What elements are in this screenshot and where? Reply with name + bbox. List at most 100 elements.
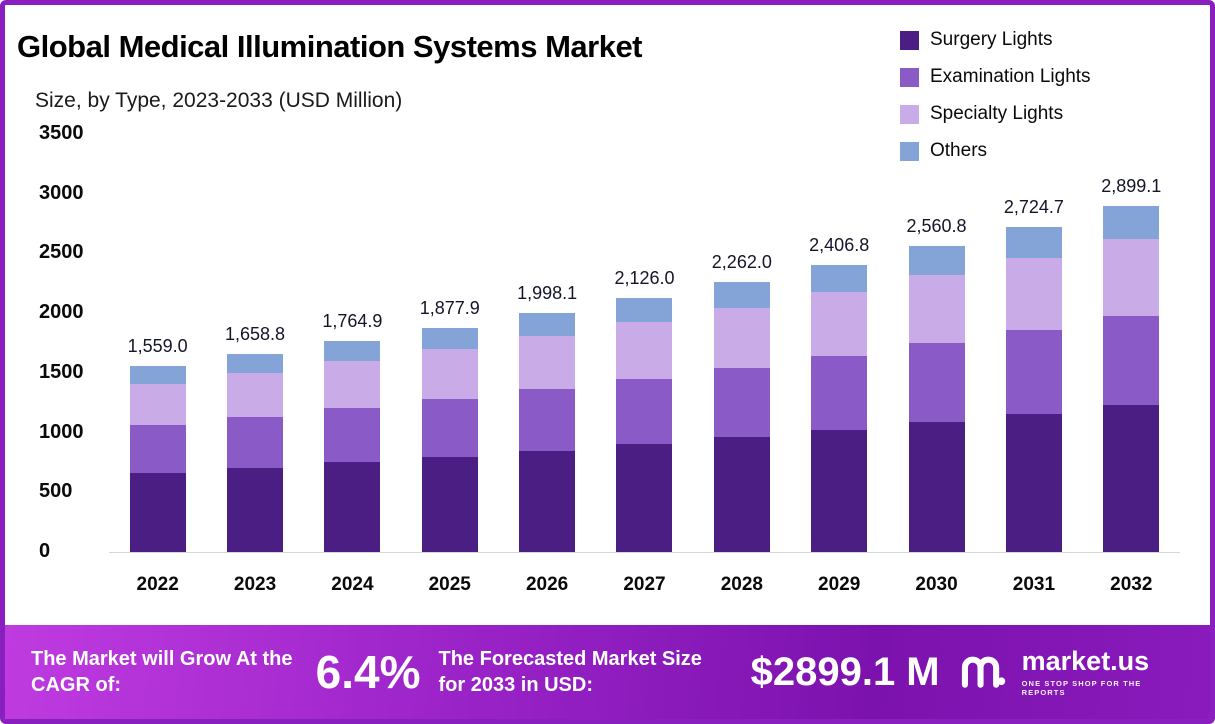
y-tick-1500: 1500: [39, 360, 84, 383]
plot-area: 1,559.0 2022 1,658.8 2023 1,764.9 2024 1,877.9…: [109, 135, 1180, 595]
legend-swatch-icon: [900, 67, 919, 87]
y-tick-0: 0: [39, 540, 51, 562]
bar-segment-surgery-lights: [519, 450, 576, 552]
bar-total-label: 2,560.8: [906, 216, 967, 237]
bar-segment-examination-lights: [324, 408, 381, 463]
bar-segment-specialty-lights: [324, 361, 381, 409]
bar-segment-others: [908, 246, 965, 276]
bar-segment-others: [811, 264, 868, 292]
bar-2022: 1,559.0 2022: [127, 135, 188, 595]
x-axis-label-2030: 2030: [915, 574, 958, 595]
x-axis-label-2029: 2029: [818, 574, 861, 595]
bar-segment-surgery-lights: [616, 444, 673, 552]
bar-segment-others: [616, 298, 673, 323]
y-tick-3500: 3500: [39, 122, 84, 144]
legend-item-others: Others: [900, 140, 1091, 162]
brand: market.us ONE STOP SHOP FOR THE REPORTS: [958, 645, 1184, 697]
bar-segment-others: [324, 341, 381, 362]
y-axis: 0 500 1000 1500 2000 2500 3000 3500: [5, 122, 89, 562]
footer-banner: The Market will Grow At the CAGR of: 6.4…: [5, 625, 1210, 719]
bar-segment-examination-lights: [1005, 329, 1062, 414]
legend-item-surgery-lights: Surgery Lights: [900, 29, 1091, 51]
bar-segment-examination-lights: [713, 367, 770, 438]
bar-segment-surgery-lights: [1005, 413, 1062, 552]
bar-segment-specialty-lights: [421, 349, 478, 399]
bar-segment-examination-lights: [1103, 315, 1160, 405]
chart-subtitle: Size, by Type, 2023-2033 (USD Million): [35, 89, 403, 112]
x-axis-label-2027: 2027: [623, 574, 666, 595]
bar-segment-specialty-lights: [129, 383, 186, 425]
bar-segment-specialty-lights: [519, 336, 576, 390]
bar-total-label: 2,724.7: [1003, 196, 1064, 217]
y-tick-3000: 3000: [39, 181, 84, 204]
bar-total-label: 2,899.1: [1101, 175, 1162, 196]
bar-segment-surgery-lights: [227, 467, 284, 552]
bar-2024: 1,764.9 2024: [322, 135, 383, 595]
bar-segment-surgery-lights: [1103, 404, 1160, 552]
bar-segment-surgery-lights: [713, 437, 770, 552]
brand-name: market.us: [1021, 645, 1150, 676]
bar-segment-examination-lights: [129, 424, 186, 473]
x-axis-label-2025: 2025: [428, 574, 471, 595]
bar-total-label: 2,406.8: [809, 234, 870, 255]
bar-total-label: 1,998.1: [517, 283, 578, 304]
bar-segment-others: [129, 365, 186, 384]
market-us-logo-icon: [958, 648, 1010, 697]
bar-segment-examination-lights: [519, 389, 576, 451]
x-axis-label-2022: 2022: [136, 574, 179, 595]
legend-swatch-icon: [900, 104, 919, 124]
forecast-value: $2899.1 M: [750, 649, 940, 694]
bar-total-label: 1,559.0: [127, 335, 188, 356]
y-tick-500: 500: [39, 480, 73, 503]
y-tick-2000: 2000: [39, 301, 84, 324]
bars: 1,559.0 2022 1,658.8 2023 1,764.9 2024 1,877.9…: [109, 135, 1180, 595]
bar-2029: 2,406.8 2029: [809, 135, 870, 595]
bar-segment-examination-lights: [616, 378, 673, 445]
bar-2023: 1,658.8 2023: [225, 135, 285, 595]
bar-segment-surgery-lights: [324, 462, 381, 552]
bar-segment-others: [519, 313, 576, 337]
legend-label: Specialty Lights: [930, 103, 1064, 124]
legend-swatch-icon: [900, 141, 919, 161]
bar-total-label: 2,126.0: [614, 268, 675, 289]
y-tick-2500: 2500: [39, 241, 84, 264]
chart-title: Global Medical Illumination Systems Mark…: [17, 29, 643, 64]
bar-total-label: 1,764.9: [322, 311, 383, 332]
bar-2027: 2,126.0 2027: [614, 135, 675, 595]
legend: Surgery Lights Examination Lights Specialt…: [900, 29, 1091, 162]
cagr-label: The Market will Grow At the CAGR of:: [31, 648, 293, 696]
bar-segment-others: [227, 353, 284, 373]
bar-2028: 2,262.0 2028: [711, 135, 772, 595]
bar-2025: 1,877.9 2025: [419, 135, 480, 595]
bar-segment-specialty-lights: [811, 291, 868, 356]
bar-segment-examination-lights: [421, 398, 478, 457]
bar-segment-specialty-lights: [616, 322, 673, 379]
legend-label: Surgery Lights: [930, 29, 1053, 50]
legend-label: Examination Lights: [930, 66, 1091, 87]
bar-segment-specialty-lights: [713, 307, 770, 368]
bar-total-label: 1,877.9: [419, 297, 480, 318]
bar-segment-surgery-lights: [811, 429, 868, 552]
bar-segment-examination-lights: [227, 416, 284, 468]
bar-2030: 2,560.8 2030: [906, 135, 967, 595]
bar-2032: 2,899.1 2032: [1101, 135, 1162, 595]
y-tick-1000: 1000: [39, 420, 84, 443]
bar-segment-examination-lights: [908, 343, 965, 423]
bar-total-label: 2,262.0: [711, 251, 772, 272]
x-axis-label-2026: 2026: [525, 574, 569, 595]
bar-2026: 1,998.1 2026: [517, 135, 578, 595]
forecast-label: The Forecasted Market Size for 2033 in U…: [438, 648, 702, 696]
bar-segment-specialty-lights: [1103, 238, 1160, 316]
x-axis-label-2031: 2031: [1012, 574, 1056, 595]
bar-segment-surgery-lights: [908, 422, 965, 552]
bar-segment-others: [1005, 226, 1062, 258]
bar-segment-examination-lights: [811, 355, 868, 430]
x-axis-label-2024: 2024: [331, 574, 374, 595]
x-axis-label-2028: 2028: [720, 574, 763, 595]
legend-item-examination-lights: Examination Lights: [900, 66, 1091, 88]
legend-label: Others: [930, 140, 988, 161]
bar-segment-surgery-lights: [129, 472, 186, 552]
bar-segment-specialty-lights: [227, 372, 284, 417]
brand-tagline: ONE STOP SHOP FOR THE REPORTS: [1021, 678, 1142, 697]
